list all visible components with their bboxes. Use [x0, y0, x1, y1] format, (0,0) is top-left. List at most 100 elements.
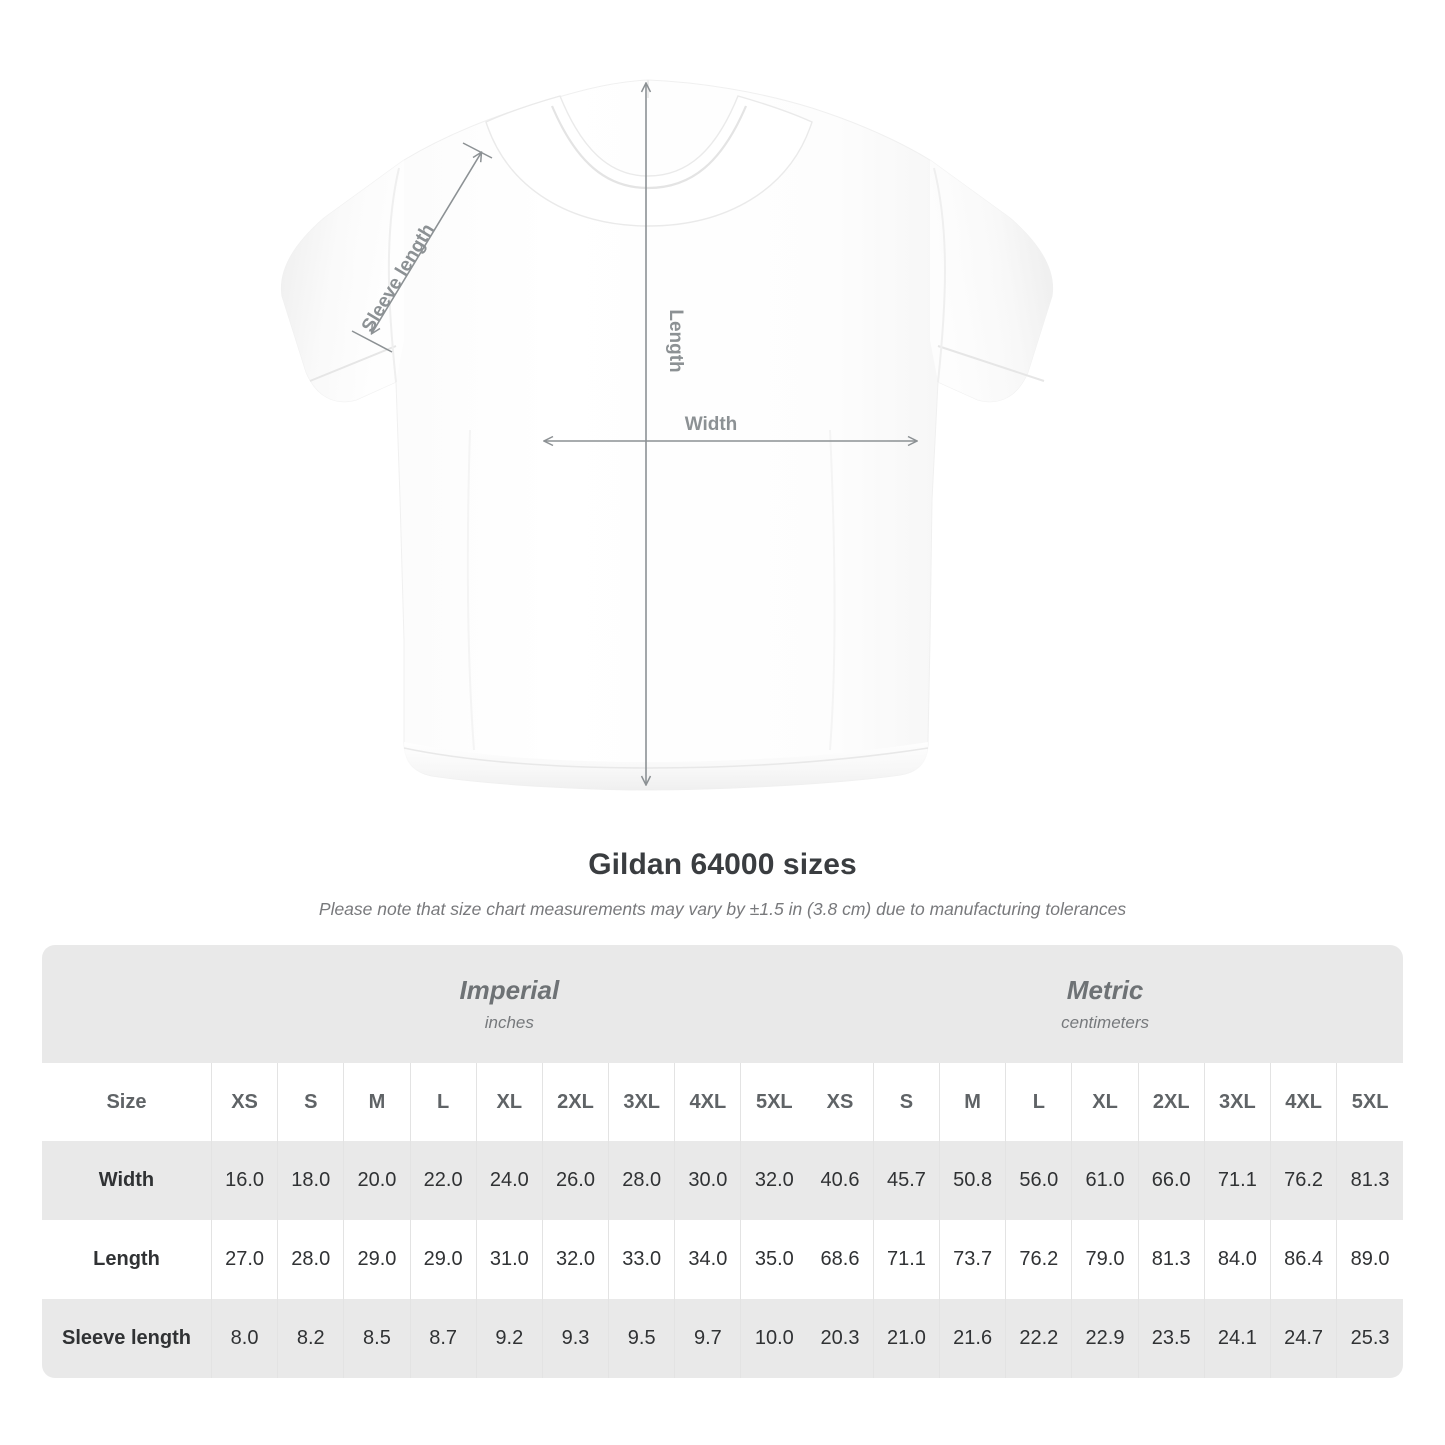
cell-sleeve-metric-xs: 20.3	[807, 1299, 874, 1378]
cell-length-imperial-m: 29.0	[343, 1220, 411, 1299]
cell-sleeve-imperial-2xl: 9.3	[541, 1299, 609, 1378]
tolerance-note: Please note that size chart measurements…	[318, 899, 1127, 919]
row-label-length: Length	[42, 1220, 212, 1299]
measurements-table: Imperial inches Metric centimeters Size …	[42, 945, 1403, 1378]
cell-sleeve-imperial-m: 8.5	[343, 1299, 411, 1378]
cell-width-imperial-5xl: 32.0	[740, 1141, 808, 1220]
table-row: Sleeve length 8.0 8.2 8.5 8.7 9.2 9.3 9.…	[42, 1299, 1403, 1378]
cell-width-metric-5xl: 81.3	[1336, 1141, 1403, 1220]
cell-sleeve-imperial-xs: 8.0	[210, 1299, 278, 1378]
cell-length-imperial-4xl: 34.0	[674, 1220, 741, 1299]
cell-sleeve-metric-m: 21.6	[939, 1299, 1006, 1378]
size-header-imperial-4xl: 4XL	[674, 1063, 741, 1141]
cell-length-imperial-3xl: 33.0	[608, 1220, 675, 1299]
cell-length-metric-2xl: 81.3	[1137, 1220, 1205, 1299]
size-header-imperial-2xl: 2XL	[541, 1063, 609, 1141]
cell-width-metric-xl: 61.0	[1071, 1141, 1139, 1220]
size-header-imperial-l: L	[409, 1063, 477, 1141]
size-header-metric-l: L	[1005, 1063, 1072, 1141]
unit-sub-metric: centimeters	[1061, 1013, 1150, 1032]
size-header-metric-3xl: 3XL	[1203, 1063, 1271, 1141]
size-header-row: Size XS S M L XL 2XL 3XL 4XL 5XL XS S M …	[42, 1063, 1403, 1141]
tshirt-diagram: Sleeve length Length Width	[280, 79, 1054, 791]
cell-sleeve-metric-5xl: 25.3	[1336, 1299, 1403, 1378]
size-header-imperial-s: S	[277, 1063, 344, 1141]
cell-width-imperial-s: 18.0	[277, 1141, 344, 1220]
tshirt-illustration: Sleeve length Length Width	[280, 79, 1054, 791]
cell-length-imperial-s: 28.0	[277, 1220, 344, 1299]
cell-width-metric-s: 45.7	[872, 1141, 940, 1220]
page-title: Gildan 64000 sizes	[588, 848, 857, 881]
cell-width-imperial-l: 22.0	[409, 1141, 477, 1220]
size-chart-table: Imperial inches Metric centimeters Size …	[42, 945, 1403, 1397]
cell-length-metric-xs: 68.6	[807, 1220, 874, 1299]
cell-length-imperial-5xl: 35.0	[740, 1220, 808, 1299]
cell-length-metric-m: 73.7	[939, 1220, 1006, 1299]
length-label: Length	[665, 309, 686, 372]
unit-name-imperial: Imperial	[459, 975, 560, 1005]
size-header-imperial-m: M	[343, 1063, 411, 1141]
cell-sleeve-imperial-s: 8.2	[277, 1299, 344, 1378]
cell-width-metric-m: 50.8	[939, 1141, 1006, 1220]
cell-sleeve-metric-4xl: 24.7	[1269, 1299, 1337, 1378]
cell-width-metric-3xl: 71.1	[1203, 1141, 1271, 1220]
length-dimension: Length	[646, 84, 686, 784]
cell-width-imperial-2xl: 26.0	[541, 1141, 609, 1220]
cell-sleeve-metric-2xl: 23.5	[1137, 1299, 1205, 1378]
width-dimension: Width	[545, 414, 916, 441]
cell-length-metric-3xl: 84.0	[1203, 1220, 1271, 1299]
cell-length-metric-4xl: 86.4	[1269, 1220, 1337, 1299]
size-header-metric-xl: XL	[1071, 1063, 1139, 1141]
cell-width-imperial-xs: 16.0	[210, 1141, 278, 1220]
unit-sub-imperial: inches	[484, 1013, 534, 1032]
unit-header-row: Imperial inches Metric centimeters	[42, 945, 1403, 1063]
cell-sleeve-imperial-l: 8.7	[409, 1299, 477, 1378]
cell-length-metric-xl: 79.0	[1071, 1220, 1139, 1299]
size-header-metric-m: M	[939, 1063, 1006, 1141]
cell-width-imperial-3xl: 28.0	[608, 1141, 675, 1220]
cell-length-metric-s: 71.1	[872, 1220, 940, 1299]
cell-width-imperial-xl: 24.0	[475, 1141, 543, 1220]
table-row: Width 16.0 18.0 20.0 22.0 24.0 26.0 28.0…	[42, 1141, 1403, 1220]
cell-sleeve-imperial-5xl: 10.0	[740, 1299, 808, 1378]
cell-width-metric-xs: 40.6	[807, 1141, 874, 1220]
cell-sleeve-metric-l: 22.2	[1005, 1299, 1072, 1378]
cell-sleeve-metric-3xl: 24.1	[1203, 1299, 1271, 1378]
cell-sleeve-metric-xl: 22.9	[1071, 1299, 1139, 1378]
cell-width-metric-4xl: 76.2	[1269, 1141, 1337, 1220]
row-label-sleeve-length: Sleeve length	[42, 1299, 212, 1378]
cell-length-metric-l: 76.2	[1005, 1220, 1072, 1299]
unit-spacer-cell	[42, 945, 212, 1063]
size-header-metric-xs: XS	[807, 1063, 874, 1141]
cell-length-imperial-xl: 31.0	[475, 1220, 543, 1299]
cell-length-metric-5xl: 89.0	[1336, 1220, 1403, 1299]
cell-sleeve-imperial-4xl: 9.7	[674, 1299, 741, 1378]
cell-width-metric-l: 56.0	[1005, 1141, 1072, 1220]
unit-name-metric: Metric	[1066, 975, 1144, 1005]
size-header-metric-5xl: 5XL	[1336, 1063, 1403, 1141]
heading-block: Gildan 64000 sizes Please note that size…	[0, 845, 1445, 921]
cell-length-imperial-l: 29.0	[409, 1220, 477, 1299]
unit-cell-metric: Metric centimeters	[807, 945, 1403, 1063]
unit-cell-imperial: Imperial inches	[211, 945, 808, 1063]
cell-width-metric-2xl: 66.0	[1137, 1141, 1205, 1220]
cell-width-imperial-4xl: 30.0	[674, 1141, 741, 1220]
cell-sleeve-metric-s: 21.0	[872, 1299, 940, 1378]
size-header-metric-4xl: 4XL	[1269, 1063, 1337, 1141]
column-header-size: Size	[42, 1063, 212, 1141]
width-label: Width	[685, 414, 738, 435]
table-row: Length 27.0 28.0 29.0 29.0 31.0 32.0 33.…	[42, 1220, 1403, 1299]
cell-length-imperial-xs: 27.0	[210, 1220, 278, 1299]
size-header-metric-s: S	[872, 1063, 940, 1141]
size-header-metric-2xl: 2XL	[1137, 1063, 1205, 1141]
size-header-imperial-xs: XS	[210, 1063, 278, 1141]
size-header-imperial-xl: XL	[475, 1063, 543, 1141]
row-label-width: Width	[42, 1141, 212, 1220]
cell-sleeve-imperial-xl: 9.2	[475, 1299, 543, 1378]
cell-length-imperial-2xl: 32.0	[541, 1220, 609, 1299]
size-header-imperial-5xl: 5XL	[740, 1063, 808, 1141]
size-header-imperial-3xl: 3XL	[608, 1063, 675, 1141]
tshirt-body-shape	[280, 79, 1054, 791]
cell-sleeve-imperial-3xl: 9.5	[608, 1299, 675, 1378]
cell-width-imperial-m: 20.0	[343, 1141, 411, 1220]
